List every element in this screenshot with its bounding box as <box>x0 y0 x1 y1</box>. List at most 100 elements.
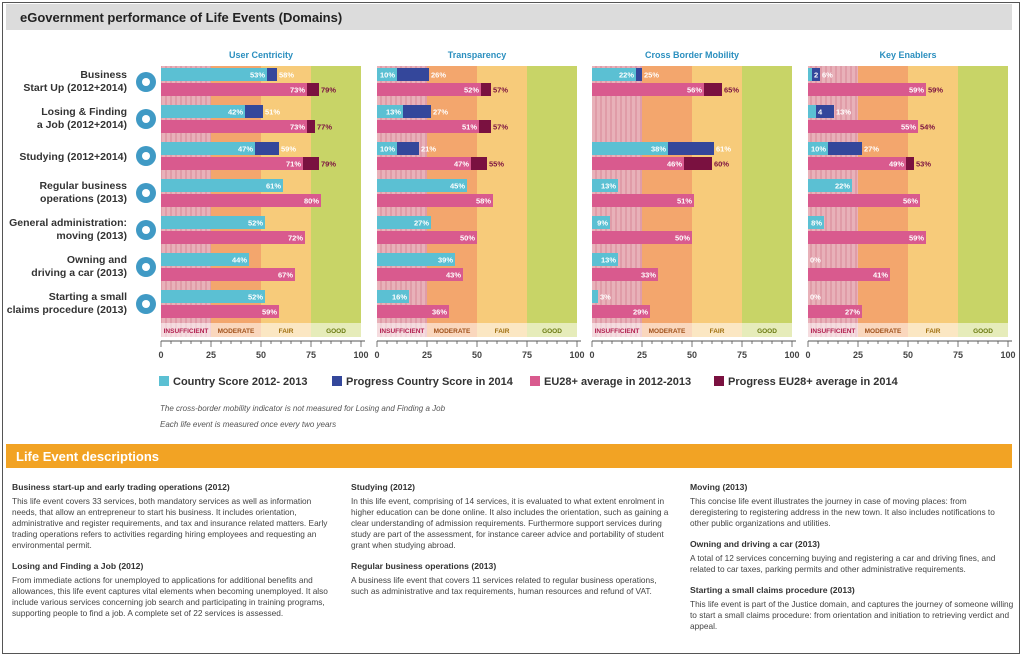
life-event-label: Owning and <box>67 254 127 266</box>
description-heading: Moving (2013) <box>690 482 748 492</box>
life-event-label: Regular business <box>39 180 127 192</box>
bar-eu-2012 <box>161 120 307 133</box>
label-country-progress: 21% <box>421 145 436 154</box>
label-eu-progress: 57% <box>493 86 508 95</box>
bar-country-progress <box>397 142 419 155</box>
band-fair <box>692 66 742 337</box>
label-country-2012: 0% <box>810 256 821 265</box>
life-event-label: claims procedure (2013) <box>7 304 127 316</box>
label-eu-progress: 77% <box>317 123 332 132</box>
description-column-2: Studying (2012) In this life event, comp… <box>351 482 676 607</box>
label-country-2012: 0% <box>810 293 821 302</box>
x-tick-label: 25 <box>206 350 216 360</box>
bar-eu-2012 <box>592 194 694 207</box>
label-country-progress: 51% <box>265 108 280 117</box>
label-eu-2012: 49% <box>889 160 904 169</box>
label-country-2012: 52% <box>248 219 263 228</box>
label-country-2012: 27% <box>414 219 429 228</box>
band-label: FAIR <box>279 328 294 335</box>
bar-country-progress <box>816 105 834 118</box>
legend-label: Progress Country Score in 2014 <box>346 376 514 388</box>
life-event-label: Business <box>80 69 127 81</box>
seedling-icon <box>136 72 156 92</box>
band-good <box>958 66 1008 337</box>
label-country-2012: 52% <box>248 293 263 302</box>
icon-detail <box>142 115 150 123</box>
description-text: A total of 12 services concerning buying… <box>690 553 996 574</box>
label-eu-progress: 79% <box>321 86 336 95</box>
label-country-2012: 39% <box>438 256 453 265</box>
bar-eu-2012 <box>808 157 906 170</box>
bar-country-2012 <box>808 105 816 118</box>
label-country-2012: 8% <box>811 219 822 228</box>
bar-country-2012 <box>161 179 283 192</box>
label-eu-2012: 51% <box>462 123 477 132</box>
life-event-label: Start Up (2012+2014) <box>23 82 127 94</box>
label-country-2012: 38% <box>651 145 666 154</box>
label-eu-progress: 53% <box>916 160 931 169</box>
x-tick-label: 100 <box>353 350 368 360</box>
bar-eu-2012 <box>161 305 279 318</box>
label-eu-2012: 50% <box>460 234 475 243</box>
label-eu-2012: 33% <box>641 271 656 280</box>
label-eu-2012: 51% <box>677 197 692 206</box>
label-country-2012: 22% <box>619 71 634 80</box>
label-eu-2012: 73% <box>290 86 305 95</box>
bar-country-progress <box>403 105 431 118</box>
bar-country-2012 <box>161 253 249 266</box>
label-eu-2012: 29% <box>633 308 648 317</box>
label-eu-2012: 55% <box>901 123 916 132</box>
graduation-icon <box>136 146 156 166</box>
life-event-label: Studying (2012+2014) <box>19 151 127 163</box>
domain-title: Transparency <box>448 50 507 60</box>
bar-country-progress <box>812 68 820 81</box>
description-heading: Business start-up and early trading oper… <box>12 482 230 492</box>
bar-country-progress <box>397 68 429 81</box>
label-eu-2012: 59% <box>909 234 924 243</box>
bar-eu-progress <box>479 120 491 133</box>
label-eu-progress: 60% <box>714 160 729 169</box>
band-label: GOOD <box>542 328 562 335</box>
label-eu-2012: 58% <box>476 197 491 206</box>
bar-eu-2012 <box>808 231 926 244</box>
descriptions-title: Life Event descriptions <box>16 449 160 464</box>
label-eu-2012: 43% <box>446 271 461 280</box>
x-tick-label: 0 <box>589 350 594 360</box>
bar-country-2012 <box>592 68 636 81</box>
label-eu-2012: 52% <box>464 86 479 95</box>
footnote: Each life event is measured once every t… <box>160 420 336 429</box>
band-label-strip <box>161 323 361 337</box>
label-eu-2012: 46% <box>667 160 682 169</box>
label-eu-2012: 73% <box>290 123 305 132</box>
bar-country-2012 <box>808 142 828 155</box>
label-country-2012: 3% <box>600 293 611 302</box>
bar-country-2012 <box>377 179 467 192</box>
label-country-progress: 61% <box>716 145 731 154</box>
title-bar: eGovernment performance of Life Events (… <box>6 4 1012 30</box>
label-eu-progress: 59% <box>928 86 943 95</box>
bar-country-progress <box>267 68 277 81</box>
life-event-label: operations (2013) <box>40 193 127 205</box>
label-country-2012: 22% <box>835 182 850 191</box>
domain-title: Key Enablers <box>879 50 936 60</box>
x-tick-label: 75 <box>953 350 963 360</box>
label-country-2012: 53% <box>250 71 265 80</box>
legend-label: Country Score 2012- 2013 <box>173 376 308 388</box>
label-country-2012: 42% <box>228 108 243 117</box>
label-country-progress: 27% <box>864 145 879 154</box>
bar-eu-2012 <box>808 83 926 96</box>
legend-swatch <box>159 376 169 386</box>
band-label: INSUFFICIENT <box>164 328 209 335</box>
bar-eu-progress <box>906 157 914 170</box>
x-tick-label: 100 <box>784 350 799 360</box>
label-eu-2012: 67% <box>278 271 293 280</box>
band-label: FAIR <box>926 328 941 335</box>
x-tick-label: 75 <box>522 350 532 360</box>
description-text: This life event is part of the Justice d… <box>690 599 1014 631</box>
label-country-2012: 10% <box>811 145 826 154</box>
life-event-label: a Job (2012+2014) <box>37 119 127 131</box>
bar-country-2012 <box>377 253 455 266</box>
handshake-icon <box>136 109 156 129</box>
x-tick-label: 50 <box>472 350 482 360</box>
band-label: FAIR <box>710 328 725 335</box>
